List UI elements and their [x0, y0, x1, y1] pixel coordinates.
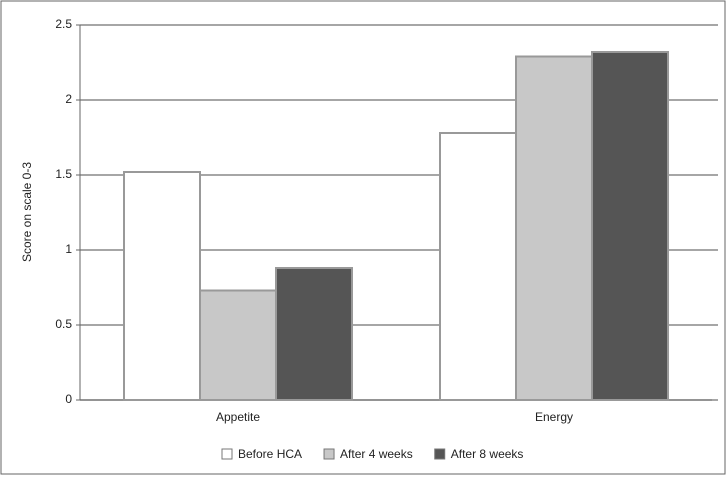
legend-label: After 4 weeks	[340, 447, 413, 461]
y-tick-label: 0.5	[55, 317, 72, 331]
x-tick-label: Appetite	[216, 410, 260, 424]
y-tick-label: 1	[65, 242, 72, 256]
y-tick-label: 0	[65, 392, 72, 406]
bar	[199, 289, 277, 401]
legend-label: After 8 weeks	[451, 447, 524, 461]
bar	[275, 267, 353, 401]
bar	[591, 51, 669, 401]
y-tick-label: 1.5	[55, 167, 72, 181]
legend-swatch	[434, 448, 446, 460]
legend-swatch	[323, 448, 335, 460]
y-axis-label: Score on scale 0-3	[20, 162, 34, 262]
x-tick-label: Energy	[535, 410, 573, 424]
legend-swatch	[221, 448, 233, 460]
y-tick-label: 2	[65, 92, 72, 106]
bar	[123, 171, 201, 401]
legend-label: Before HCA	[238, 447, 302, 461]
bar	[439, 132, 517, 401]
y-tick-label: 2.5	[55, 17, 72, 31]
bar	[515, 55, 593, 401]
